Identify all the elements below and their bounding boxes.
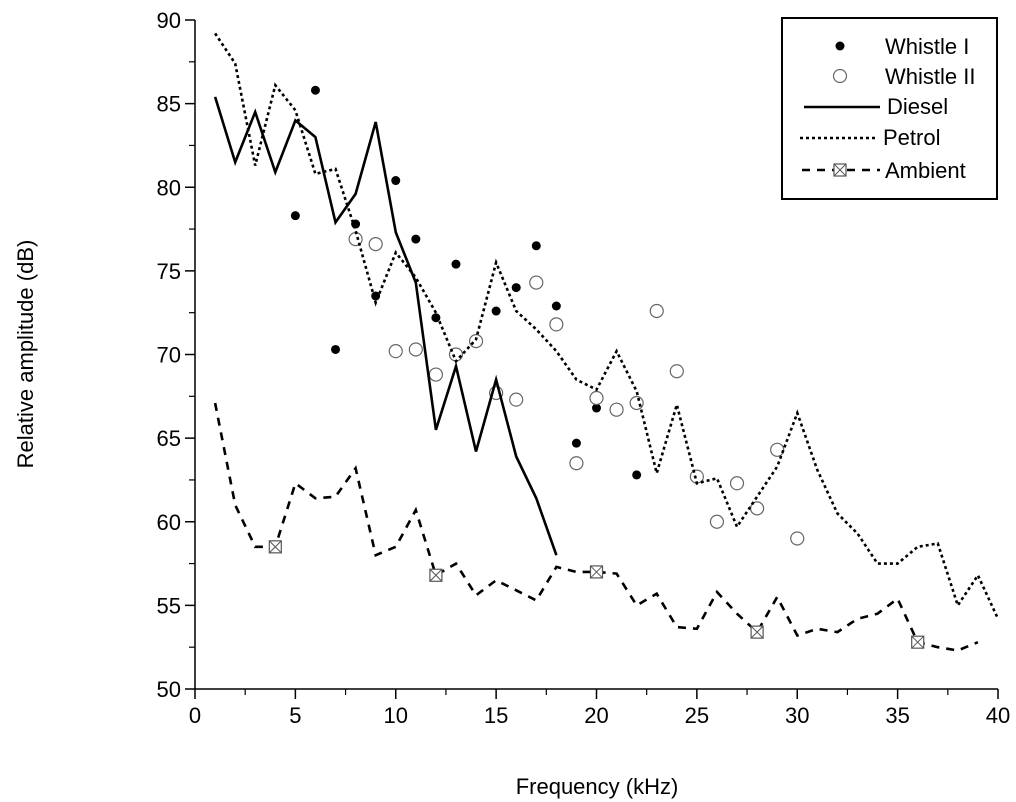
legend: Whistle I Whistle II Diesel Petrol Ambie…	[781, 17, 998, 200]
x-tick-label: 40	[986, 703, 1010, 728]
point-whistle-ii	[709, 514, 725, 529]
point-whistle-ii	[790, 531, 805, 546]
y-tick-label: 75	[157, 259, 181, 284]
y-tick-label: 80	[157, 175, 181, 200]
series-line-petrol	[214, 32, 1000, 620]
point-whistle-i	[491, 306, 501, 316]
axis-ticks: 0 5 10 15 20 25 30 35 40 50 55 60 65 70 75 80 85 90	[157, 8, 1011, 728]
marker-ambient	[750, 625, 764, 639]
legend-marker-whistle-i	[835, 41, 845, 51]
point-whistle-i	[592, 403, 601, 413]
x-tick-label: 0	[189, 703, 201, 728]
legend-label-diesel: Diesel	[887, 94, 948, 119]
x-tick-label: 30	[785, 703, 809, 728]
point-whistle-i	[632, 470, 642, 480]
y-tick-label: 55	[157, 593, 181, 618]
point-whistle-ii	[509, 392, 524, 407]
point-whistle-i	[411, 234, 421, 244]
point-whistle-i	[531, 241, 541, 251]
legend-label-petrol: Petrol	[883, 125, 940, 150]
point-whistle-i	[451, 259, 461, 269]
legend-marker-ambient	[833, 163, 847, 177]
legend-marker-whistle-ii	[832, 68, 848, 84]
point-whistle-i	[511, 283, 521, 293]
y-tick-label: 90	[157, 8, 181, 33]
y-tick-label: 65	[157, 426, 181, 451]
point-whistle-ii	[649, 303, 664, 319]
x-tick-label: 25	[685, 703, 709, 728]
x-tick-label: 20	[584, 703, 608, 728]
x-tick-label: 35	[885, 703, 909, 728]
legend-label-whistle-ii: Whistle II	[885, 64, 975, 89]
point-whistle-ii	[408, 342, 423, 357]
x-tick-label: 5	[289, 703, 301, 728]
point-whistle-i	[310, 85, 320, 95]
y-tick-label: 60	[157, 510, 181, 535]
point-whistle-ii	[669, 364, 684, 379]
point-whistle-ii	[549, 317, 564, 332]
point-whistle-ii	[569, 456, 584, 471]
point-whistle-ii	[609, 402, 624, 417]
point-whistle-ii	[368, 237, 383, 252]
series-layer	[213, 32, 1000, 652]
y-tick-label: 50	[157, 677, 181, 702]
x-axis-title: Frequency (kHz)	[516, 774, 679, 799]
point-whistle-ii	[589, 390, 604, 406]
marker-ambient	[268, 540, 282, 554]
point-whistle-ii	[529, 275, 544, 290]
series-line-ambient	[213, 402, 979, 652]
y-tick-label: 85	[157, 92, 181, 117]
marker-ambient	[429, 568, 443, 582]
point-whistle-i	[391, 176, 401, 186]
point-whistle-ii	[428, 367, 443, 382]
y-axis-title: Relative amplitude (dB)	[13, 240, 38, 469]
series-line-diesel	[213, 96, 558, 556]
legend-label-whistle-i: Whistle I	[885, 34, 969, 59]
point-whistle-i	[331, 344, 341, 354]
x-tick-label: 15	[484, 703, 508, 728]
point-whistle-i	[551, 301, 561, 311]
marker-ambient	[589, 565, 604, 579]
x-tick-label: 10	[384, 703, 408, 728]
point-whistle-i	[290, 211, 300, 221]
point-whistle-ii	[629, 395, 644, 411]
point-whistle-ii	[729, 476, 745, 491]
point-whistle-ii	[388, 344, 403, 359]
marker-ambient	[911, 635, 925, 649]
point-whistle-i	[571, 438, 581, 448]
y-tick-label: 70	[157, 343, 181, 368]
legend-label-ambient: Ambient	[885, 158, 966, 183]
point-whistle-ii	[770, 442, 785, 457]
point-whistle-ii	[468, 334, 484, 349]
